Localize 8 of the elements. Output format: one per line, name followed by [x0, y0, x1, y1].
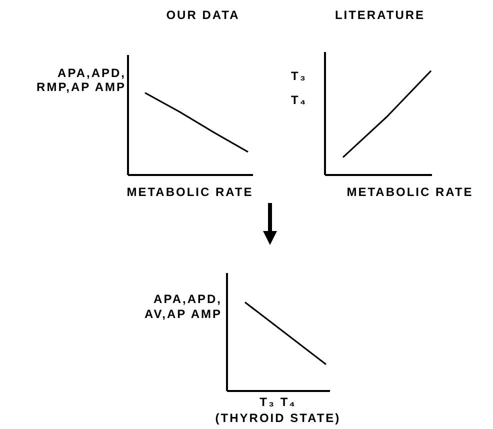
- y-axis-title: APA,APD, AV,AP AMP: [144, 292, 222, 322]
- x-axis-title: METABOLIC RATE: [126, 184, 254, 200]
- x-axis-title: METABOLIC RATE: [346, 184, 474, 200]
- chart-title: LITERATURE: [334, 8, 426, 22]
- chart-title: OUR DATA: [165, 8, 241, 22]
- y-axis-title: T₃ T₄: [291, 68, 308, 109]
- y-axis-title: APA,APD, RMP,AP AMP: [36, 66, 126, 94]
- x-axis-title: T₃ T₄ (THYROID STATE): [214, 394, 342, 426]
